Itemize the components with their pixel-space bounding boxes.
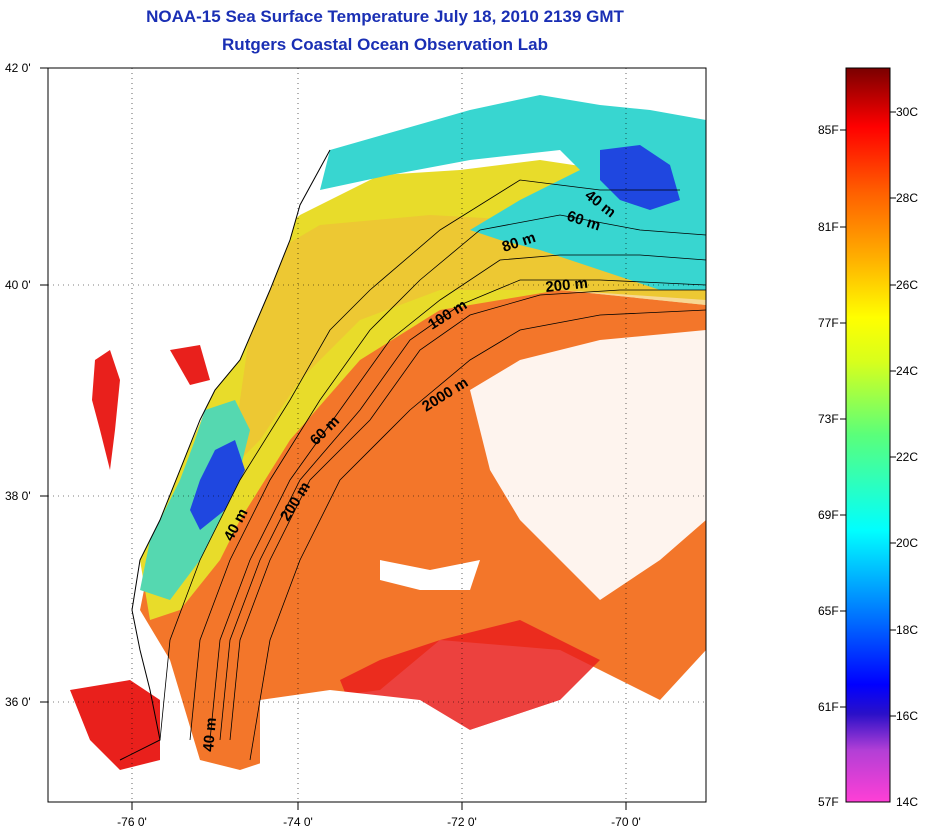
cool-north-water [320,95,706,290]
contour-2000m [249,309,706,761]
cloud-gap-1 [470,330,706,600]
chesapeake-bay [92,350,120,470]
depth-label: 200 m [545,275,589,296]
colorbar-f-label: 61F [818,700,839,714]
contour-200m [229,289,706,741]
pamlico-sound [70,680,160,770]
colorbar-f-label: 77F [818,316,839,330]
contour-60m [189,214,706,741]
colorbar-c-label: 18C [896,623,918,637]
shelf-water-warm [230,215,706,470]
colorbar-c-label: 24C [896,364,918,378]
cold-delmarva-upwelling [190,440,245,530]
lat-label: 42 0' [5,61,31,75]
colorbar-f-label: 85F [818,123,839,137]
contour-80m [209,254,706,741]
longitude-axis: -76 0' -74 0' -72 0' -70 0' [117,802,641,829]
lat-label: 36 0' [5,695,31,709]
delaware-bay [170,345,210,385]
map-title: NOAA-15 Sea Surface Temperature July 18,… [146,7,624,26]
lon-label: -74 0' [283,815,313,829]
map-subtitle: Rutgers Coastal Ocean Observation Lab [222,35,548,54]
colorbar-c-label: 28C [896,191,918,205]
colorbar-f-label: 65F [818,604,839,618]
colorbar-f-label: 57F [818,795,839,809]
colorbar-f-label: 69F [818,508,839,522]
cloud-gap-3 [260,690,706,802]
lon-label: -70 0' [611,815,641,829]
contour-100m [219,279,706,741]
lon-label: -76 0' [117,815,147,829]
colorbar: 85F 81F 77F 73F 69F 65F 61F 57F 30C 28C … [818,67,918,809]
colorbar-c-label: 26C [896,278,918,292]
contour-40m [159,179,680,741]
coastline [119,149,331,761]
colorbar-c-label: 20C [896,536,918,550]
land [48,68,330,760]
colorbar-c-label: 16C [896,709,918,723]
lon-label: -72 0' [447,815,477,829]
colorbar-c-label: 22C [896,450,918,464]
depth-label: 40 m [200,717,220,753]
cloud-gap-2 [380,560,480,590]
colorbar-c-label: 14C [896,795,918,809]
colorbar-f-label: 81F [818,220,839,234]
lat-label: 40 0' [5,278,31,292]
colorbar-f-label: 73F [818,412,839,426]
lat-label: 38 0' [5,489,31,503]
cold-cape-cod-water [600,145,680,210]
latitude-axis: 42 0' 40 0' 38 0' 36 0' [5,61,48,709]
colorbar-c-label: 30C [896,105,918,119]
sst-field: 40 m 60 m 80 m 200 m 100 m 2000 m 60 m 2… [48,68,706,802]
